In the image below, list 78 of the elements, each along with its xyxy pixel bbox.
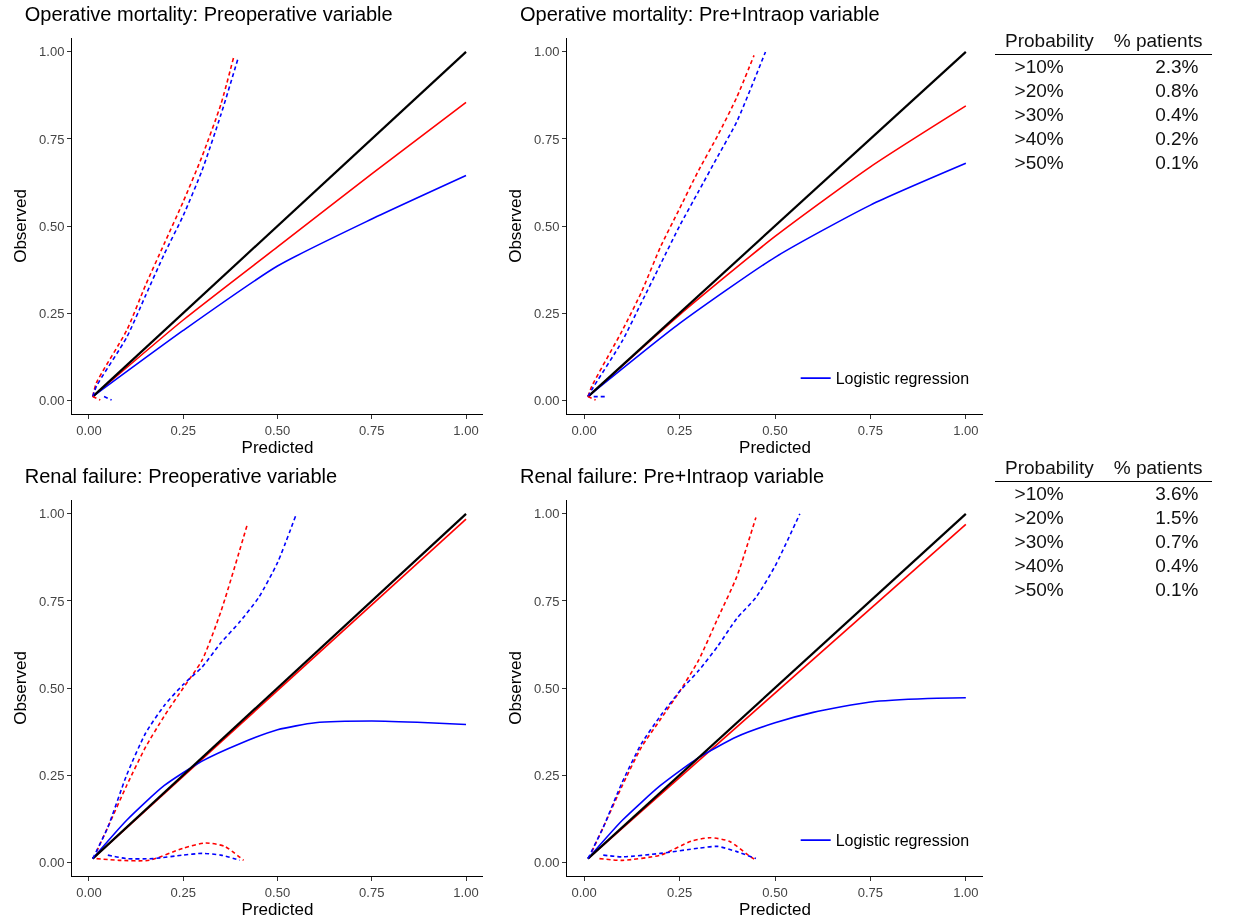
x-tick-label: 1.00 xyxy=(953,422,979,438)
x-tick-label: 0.25 xyxy=(170,422,196,438)
x-tick-label: 1.00 xyxy=(953,884,979,900)
y-axis-title: Observed xyxy=(505,189,525,263)
x-axis-title: Predicted xyxy=(241,438,314,457)
y-tick-label: 0.25 xyxy=(534,305,560,321)
category-label: >20% xyxy=(1013,79,1065,103)
y-tick-label: 0.25 xyxy=(39,767,65,783)
x-tick-label: 0.75 xyxy=(359,422,385,438)
x-tick-label: 0.25 xyxy=(170,884,196,900)
y-tick-label: 1.00 xyxy=(534,44,560,60)
category-label: >30% xyxy=(1013,103,1065,127)
x-tick-label: 0.50 xyxy=(264,884,291,900)
x-tick-label: 0.50 xyxy=(264,422,291,438)
text: Probability xyxy=(995,455,1104,482)
text: 0.4% xyxy=(1155,555,1199,576)
y-axis-title: Observed xyxy=(10,189,30,263)
y-tick-label: 0.50 xyxy=(534,218,560,234)
x-axis-title: Predicted xyxy=(739,438,811,457)
chart-title: Operative mortality: Preoperative variable xyxy=(24,2,393,25)
x-tick-label: 1.00 xyxy=(453,884,479,900)
y-tick-label: 0.00 xyxy=(534,392,560,408)
text: 0.7% xyxy=(1155,531,1199,552)
x-tick-label: 0.00 xyxy=(571,422,597,438)
x-tick-label: 0.75 xyxy=(359,884,385,900)
chart-title: Renal failure: Preoperative variable xyxy=(24,464,338,487)
y-tick-label: 0.75 xyxy=(39,131,65,147)
x-tick-label: 0.25 xyxy=(666,884,693,900)
text: 0.1% xyxy=(1155,152,1199,173)
category-label: >50% xyxy=(1013,578,1065,602)
chart-title: Renal failure: Pre+Intraop variable xyxy=(520,464,825,487)
text: Probability xyxy=(995,28,1104,55)
y-tick-label: 0.50 xyxy=(534,680,560,696)
text: 3.6% xyxy=(1155,483,1199,504)
y-tick-label: 0.50 xyxy=(39,218,65,234)
text: 1.5% xyxy=(1155,507,1199,528)
category-label: >20% xyxy=(1013,506,1065,530)
x-axis-title: Predicted xyxy=(241,900,314,919)
text: 0.2% xyxy=(1155,128,1199,149)
x-axis-title: Predicted xyxy=(739,900,811,919)
x-tick-label: 0.00 xyxy=(76,884,102,900)
legend-label: Logistic regression xyxy=(835,370,970,388)
category-label: >10% xyxy=(1013,55,1065,79)
y-tick-label: 0.00 xyxy=(534,854,560,870)
y-axis-title: Observed xyxy=(505,651,525,725)
x-tick-label: 0.25 xyxy=(666,422,693,438)
category-label: >40% xyxy=(1013,554,1065,578)
y-tick-label: 0.00 xyxy=(39,392,65,408)
chart-title: Operative mortality: Pre+Intraop variable xyxy=(520,2,880,25)
category-label: >50% xyxy=(1013,151,1065,175)
category-label: >40% xyxy=(1013,127,1065,151)
y-tick-label: 0.25 xyxy=(534,767,560,783)
text: % patients xyxy=(1103,28,1213,55)
category-label: >10% xyxy=(1013,482,1065,506)
text: % patients xyxy=(1103,455,1213,482)
text: 2.3% xyxy=(1155,56,1199,77)
y-axis-title: Observed xyxy=(10,651,30,725)
x-tick-label: 0.00 xyxy=(571,884,597,900)
text: 0.4% xyxy=(1155,104,1199,125)
text: 0.8% xyxy=(1155,80,1199,101)
x-tick-label: 0.75 xyxy=(857,422,884,438)
x-tick-label: 0.50 xyxy=(762,884,788,900)
legend-label: Logistic regression xyxy=(835,832,970,850)
category-label: >30% xyxy=(1013,530,1065,554)
x-tick-label: 0.00 xyxy=(76,422,102,438)
y-tick-label: 0.50 xyxy=(39,680,65,696)
y-tick-label: 0.25 xyxy=(39,305,65,321)
y-tick-label: 1.00 xyxy=(534,506,560,522)
y-tick-label: 0.00 xyxy=(39,854,65,870)
x-tick-label: 0.50 xyxy=(762,422,788,438)
y-tick-label: 0.75 xyxy=(534,131,560,147)
text: 0.1% xyxy=(1155,579,1199,600)
y-tick-label: 0.75 xyxy=(534,593,560,609)
x-tick-label: 0.75 xyxy=(857,884,884,900)
y-tick-label: 1.00 xyxy=(39,44,65,60)
y-tick-label: 0.75 xyxy=(39,593,65,609)
x-tick-label: 1.00 xyxy=(453,422,479,438)
y-tick-label: 1.00 xyxy=(39,506,65,522)
